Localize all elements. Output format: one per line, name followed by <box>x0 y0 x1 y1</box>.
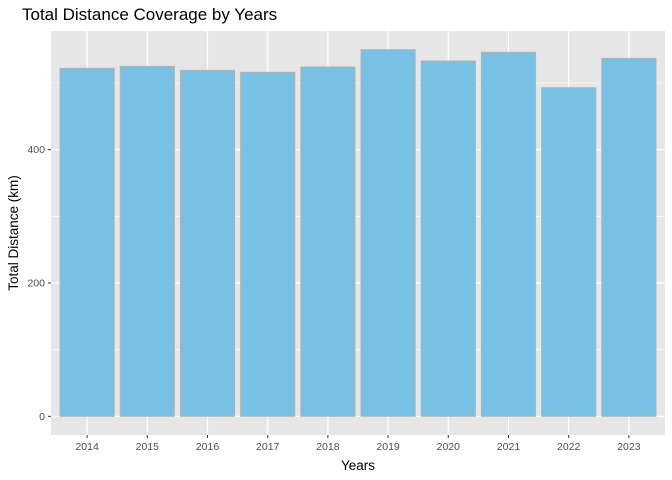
bar-2016 <box>179 69 236 417</box>
bar-2021 <box>480 51 537 417</box>
bar-2022 <box>541 87 597 417</box>
x-tick-label: 2016 <box>196 441 220 453</box>
x-tick-label: 2023 <box>617 441 641 453</box>
x-tick-label: 2022 <box>557 441 581 453</box>
x-tick-label: 2019 <box>376 441 400 453</box>
x-tick-label: 2014 <box>75 441 99 453</box>
chart-title: Total Distance Coverage by Years <box>22 5 278 24</box>
y-axis-ticks: 0 200 400 <box>27 144 51 423</box>
x-tick-label: 2021 <box>497 441 521 453</box>
bar-2015 <box>119 65 175 417</box>
x-axis-ticks: 2014 2015 2016 2017 2018 2019 2020 2021 2022 2023 <box>75 435 641 453</box>
y-axis-title: Total Distance (km) <box>6 175 21 291</box>
y-tick-label: 0 <box>39 411 45 423</box>
x-axis-title: Years <box>341 458 375 473</box>
y-tick-label: 400 <box>27 144 45 156</box>
x-tick-label: 2015 <box>136 441 160 453</box>
x-tick-label: 2020 <box>437 441 461 453</box>
bar-2014 <box>59 67 115 417</box>
bar-2017 <box>240 71 296 417</box>
bar-2019 <box>360 49 416 417</box>
bar-2018 <box>300 66 356 417</box>
bar-2023 <box>601 57 657 417</box>
bars <box>59 49 657 417</box>
x-tick-label: 2018 <box>316 441 340 453</box>
y-tick-label: 200 <box>27 278 45 290</box>
bar-2020 <box>420 60 476 417</box>
x-tick-label: 2017 <box>256 441 280 453</box>
